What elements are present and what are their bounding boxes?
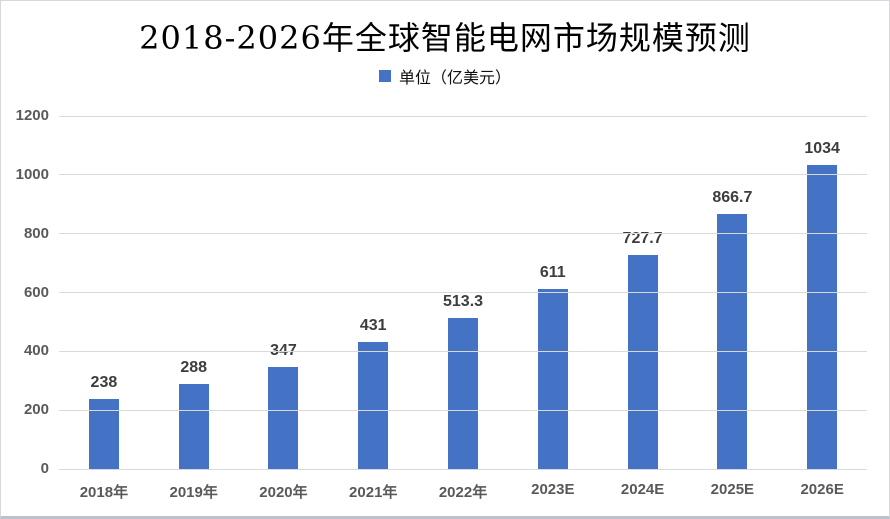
- bar-value-label-2019年: 288: [180, 359, 208, 377]
- bar-2025E: [717, 214, 748, 469]
- x-category-label-2021年: 2021年: [349, 484, 398, 501]
- gridline-y-400: [59, 350, 867, 352]
- x-category-label-2018年: 2018年: [79, 484, 129, 501]
- bar-slot-2025E: 866.7: [687, 116, 777, 469]
- bars-row: 238 288 347 431 513.3 611 727.7 866.7 1034: [59, 116, 867, 469]
- bar-2026E: [807, 164, 838, 469]
- x-axis-labels: 2018年 2019年 2020年 2021年 2022年 2023E 2024E 2025E…: [59, 481, 867, 502]
- bar-slot-2021年: 431: [328, 116, 418, 469]
- bar-2022年: [448, 318, 479, 469]
- x-category-label-2025E: 2025E: [710, 481, 755, 498]
- y-tick-label-200: 200: [23, 401, 49, 419]
- bar-2020年: [268, 366, 299, 469]
- y-tick-label-400: 400: [23, 342, 49, 360]
- chart-legend: 单位（亿美元）: [1, 64, 889, 88]
- bar-value-label-2023E: 611: [539, 264, 566, 282]
- bar-slot-2026E: 1034: [777, 116, 867, 469]
- y-tick-label-1200: 1200: [15, 107, 49, 124]
- bar-slot-2022年: 513.3: [418, 116, 508, 469]
- y-tick-label-1000: 1000: [15, 165, 49, 183]
- gridline-y-200: [59, 409, 867, 411]
- bar-slot-2019年: 288: [149, 116, 239, 469]
- gridline-y-0: [59, 468, 867, 470]
- y-tick-label-800: 800: [23, 224, 49, 242]
- legend-label: 单位（亿美元）: [398, 68, 511, 87]
- bar-value-label-2025E: 866.7: [712, 189, 753, 207]
- bar-value-label-2024E: 727.7: [622, 229, 663, 247]
- x-category-label-2026E: 2026E: [800, 481, 844, 498]
- y-tick-label-600: 600: [23, 283, 49, 301]
- chart-title: 2018-2026年全球智能电网市场规模预测: [139, 19, 751, 57]
- bar-value-label-2021年: 431: [359, 317, 387, 335]
- y-tick-label-0: 0: [40, 460, 49, 477]
- bar-slot-2023E: 611: [508, 116, 598, 469]
- legend-square-icon: [378, 70, 391, 82]
- x-category-label-2019年: 2019年: [169, 484, 218, 501]
- bar-2024E: [627, 254, 658, 469]
- x-category-label-2022年: 2022年: [438, 484, 488, 501]
- plot-area: 238 288 347 431 513.3 611 727.7 866.7 1034: [59, 115, 867, 470]
- bar-2019年: [178, 384, 209, 469]
- bar-value-label-2020年: 347: [270, 341, 297, 359]
- bar-2023E: [537, 289, 568, 469]
- gridline-y-600: [59, 292, 867, 293]
- gridline-y-1000: [59, 174, 867, 176]
- x-category-label-2024E: 2024E: [620, 481, 665, 498]
- x-category-label-2023E: 2023E: [531, 481, 575, 498]
- bar-value-label-2026E: 1034: [804, 139, 840, 157]
- bar-value-label-2022年: 513.3: [442, 293, 484, 311]
- bar-slot-2024E: 727.7: [598, 116, 688, 469]
- bar-value-label-2018年: 238: [90, 374, 118, 391]
- bar-2021年: [358, 342, 389, 469]
- x-category-label-2020年: 2020年: [259, 484, 308, 501]
- gridline-y-1200: [59, 115, 867, 117]
- gridline-y-800: [59, 233, 867, 235]
- bar-slot-2020年: 347: [239, 116, 329, 469]
